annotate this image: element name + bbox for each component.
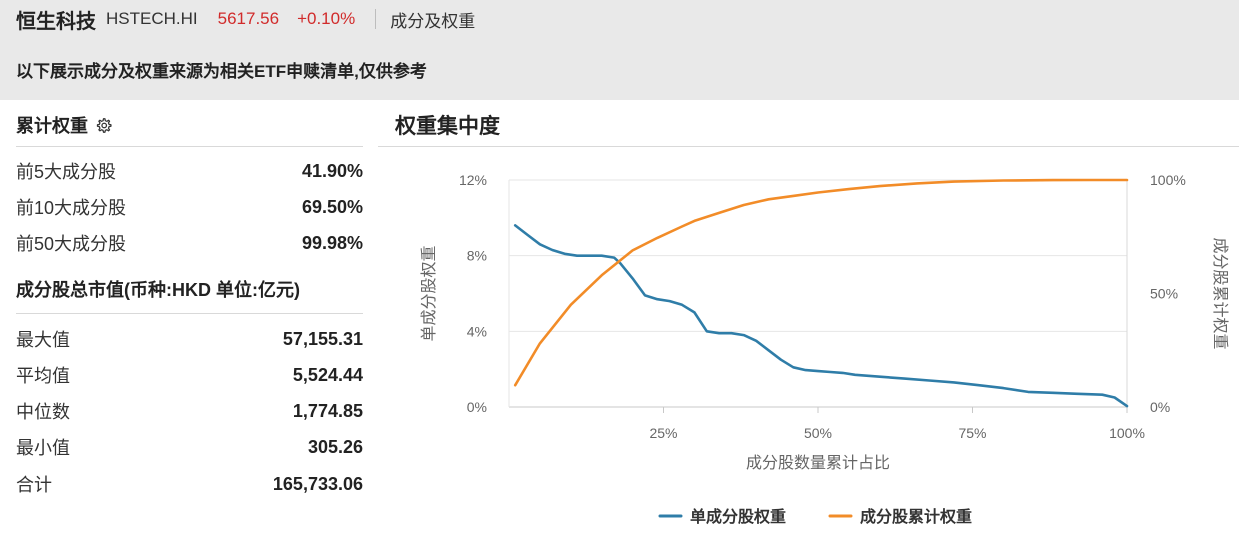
legend-label-cumulative: 成分股累计权重 xyxy=(860,507,972,526)
market-cap-title: 成分股总市值(币种:HKD 单位:亿元) xyxy=(16,280,300,300)
cumulative-row-top50: 前50大成分股 99.98% xyxy=(16,228,363,258)
market-cap-row-total: 合计 165,733.06 xyxy=(16,469,363,499)
single-weight-line xyxy=(513,224,1129,408)
legend-label-single: 单成分股权重 xyxy=(690,507,786,526)
market-cap-row-max: 最大值 57,155.31 xyxy=(16,324,363,354)
y-left-tick-label: 12% xyxy=(459,172,487,188)
divider xyxy=(16,146,363,147)
row-label: 平均值 xyxy=(16,366,70,386)
cumulative-weight-title: 累计权重 xyxy=(16,116,88,136)
row-label: 最小值 xyxy=(16,438,70,458)
row-value: 305.26 xyxy=(307,436,363,457)
x-tick-label: 25% xyxy=(649,425,677,441)
market-cap-row-median: 中位数 1,774.85 xyxy=(16,396,363,426)
row-label: 前10大成分股 xyxy=(16,198,127,218)
market-cap-heading: 成分股总市值(币种:HKD 单位:亿元) xyxy=(16,276,300,302)
y-right-tick-label: 0% xyxy=(1150,399,1170,415)
row-value: 5,524.44 xyxy=(292,364,363,385)
row-value: 69.50% xyxy=(301,196,363,217)
x-tick-label: 50% xyxy=(804,425,832,441)
y-left-tick-label: 0% xyxy=(467,399,487,415)
row-label: 合计 xyxy=(16,475,52,495)
header-bar: 恒生科技 HSTECH.HI 5617.56 +0.10% 成分及权重 以下展示… xyxy=(0,0,1239,100)
source-notice: 以下展示成分及权重来源为相关ETF申赎清单,仅供参考 xyxy=(16,62,427,81)
row-value: 57,155.31 xyxy=(282,328,363,349)
y-left-tick-label: 8% xyxy=(467,248,487,264)
y-axis-left-title: 单成分股权重 xyxy=(420,245,438,341)
market-cap-row-min: 最小值 305.26 xyxy=(16,432,363,462)
y-right-tick-label: 50% xyxy=(1150,286,1178,302)
cumulative-row-top5: 前5大成分股 41.90% xyxy=(16,156,363,186)
gear-icon[interactable] xyxy=(95,117,112,134)
x-tick-label: 100% xyxy=(1109,425,1145,441)
index-change: +0.10% xyxy=(297,9,356,28)
row-label: 最大值 xyxy=(16,330,70,350)
cumulative-weight-line xyxy=(513,178,1129,387)
divider xyxy=(16,313,363,314)
index-name: 恒生科技 xyxy=(16,10,96,33)
x-axis-title: 成分股数量累计占比 xyxy=(746,454,890,472)
index-code: HSTECH.HI xyxy=(106,9,198,28)
row-label: 前5大成分股 xyxy=(16,162,117,182)
y-right-tick-label: 100% xyxy=(1150,172,1186,188)
market-cap-row-mean: 平均值 5,524.44 xyxy=(16,360,363,390)
row-value: 1,774.85 xyxy=(292,400,363,421)
row-label: 前50大成分股 xyxy=(16,234,127,254)
title-divider xyxy=(375,9,377,29)
y-left-tick-label: 4% xyxy=(467,323,487,339)
chart-title: 权重集中度 xyxy=(395,115,500,138)
y-axis-right-title: 成分股累计权重 xyxy=(1211,237,1229,349)
legend: 单成分股权重 成分股累计权重 xyxy=(658,507,972,526)
weight-concentration-chart: 0% 4% 8% 12% 0% 50% 100% 25% 50% 75% 100% 成分股数量累计占… xyxy=(420,172,1229,526)
tick-layer: 0% 4% 8% 12% 0% 50% 100% 25% 50% 75% 100% xyxy=(459,172,1186,441)
x-tick-label: 75% xyxy=(958,425,986,441)
section-tab[interactable]: 成分及权重 xyxy=(390,11,476,31)
row-value: 99.98% xyxy=(301,232,363,253)
cumulative-weight-heading: 累计权重 xyxy=(16,112,112,138)
title-row: 恒生科技 HSTECH.HI 5617.56 +0.10% 成分及权重 xyxy=(16,6,476,33)
chart-divider xyxy=(378,146,1239,147)
grid-layer xyxy=(508,179,1128,413)
series-layer xyxy=(513,178,1129,408)
row-label: 中位数 xyxy=(16,402,70,422)
row-value: 41.90% xyxy=(301,160,363,181)
row-value: 165,733.06 xyxy=(272,473,363,494)
index-price: 5617.56 xyxy=(217,9,280,28)
cumulative-row-top10: 前10大成分股 69.50% xyxy=(16,192,363,222)
